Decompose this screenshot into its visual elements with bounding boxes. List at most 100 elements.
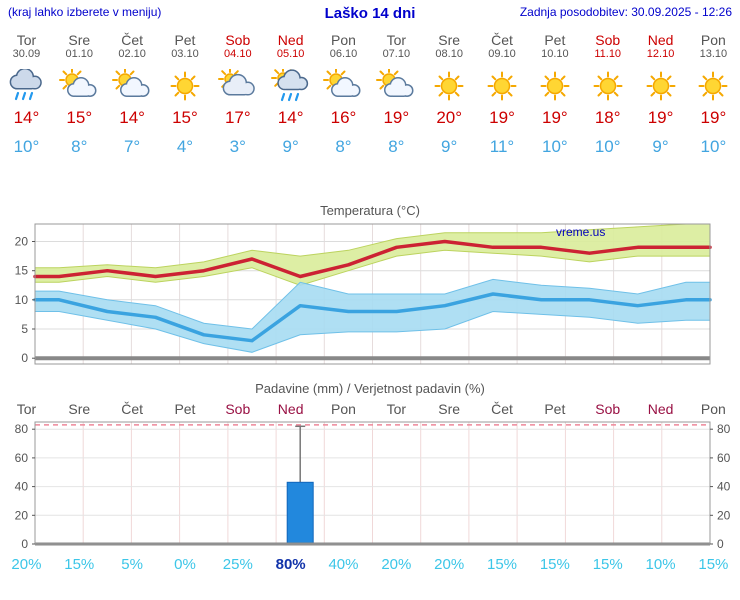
precip-day-label: Sob: [595, 401, 621, 417]
svg-text:60: 60: [15, 451, 29, 465]
day-name-label: Ned: [277, 32, 304, 48]
precip-day-label: Pon: [700, 401, 726, 417]
tmax-label: 15°: [172, 108, 198, 127]
partly-icon: [59, 69, 99, 103]
day-date-label: 10.10: [541, 48, 569, 60]
svg-text:60: 60: [717, 451, 731, 465]
day-name-label: Pon: [331, 32, 356, 48]
tmax-label: 14°: [277, 108, 304, 127]
precip-day-label: Čet: [491, 401, 513, 417]
tmax-label: 19°: [383, 108, 410, 127]
tmin-label: 10°: [13, 137, 40, 156]
watermark: vreme.us: [556, 225, 605, 239]
temperature-chart: 0 5 10 15 20 vreme.us: [15, 223, 712, 365]
day-name-label: Tor: [386, 32, 407, 48]
day-column[interactable]: Pet 10.10 19° 10°: [528, 32, 581, 158]
day-name-label: Čet: [491, 32, 513, 48]
day-column[interactable]: Pet 03.10 15° 4°: [159, 32, 212, 158]
precip-day-label: Sob: [225, 401, 251, 417]
day-date-label: 12.10: [646, 48, 675, 60]
rain-icon: [6, 69, 46, 103]
svg-text:20: 20: [717, 508, 731, 522]
day-name-label: Sob: [595, 32, 621, 48]
cloudy-icon: [217, 69, 258, 103]
tmin-label: 10°: [700, 137, 727, 156]
sun-icon: [535, 69, 575, 103]
svg-text:40: 40: [15, 480, 29, 494]
day-column[interactable]: Sre 01.10 15° 8°: [53, 32, 106, 158]
last-update-label: Zadnja posodobitev: 30.09.2025 - 12:26: [519, 5, 732, 19]
tmin-label: 10°: [594, 137, 621, 156]
sun-icon: [693, 69, 733, 103]
day-column[interactable]: Tor 30.09 14° 10°: [0, 32, 53, 158]
sun-icon: [588, 69, 628, 103]
day-name-label: Sre: [438, 32, 461, 48]
svg-text:20: 20: [15, 235, 29, 249]
tmin-label: 8°: [335, 137, 352, 156]
precip-prob-label: 40%: [328, 556, 359, 573]
tmax-label: 20°: [436, 108, 463, 127]
precip-prob-label: 0%: [174, 556, 196, 573]
precip-prob-label: 25%: [222, 556, 253, 573]
tmax-label: 16°: [330, 108, 357, 127]
precip-prob-label: 10%: [645, 556, 676, 573]
precip-prob-label: 20%: [381, 556, 412, 573]
precip-day-label: Sre: [68, 401, 91, 417]
precip-prob-label: 15%: [539, 556, 570, 573]
tmin-label: 3°: [229, 137, 246, 156]
day-name-label: Pet: [174, 32, 196, 48]
tmax-label: 19°: [542, 108, 568, 127]
tmin-label: 10°: [542, 137, 568, 156]
day-name-label: Čet: [121, 32, 143, 48]
day-column[interactable]: Sob 04.10 17° 3°: [211, 32, 264, 158]
sun-icon: [429, 69, 469, 103]
partly-icon: [112, 69, 152, 103]
day-name-label: Sob: [225, 32, 251, 48]
precip-probability-row: 20% 15% 5% 0% 25% 80% 40% 20% 20% 15% 15% 15% 10% 15%: [0, 555, 740, 575]
day-column[interactable]: Pon 13.10 19° 10°: [687, 32, 740, 158]
precip-bar: [286, 481, 314, 545]
forecast-strip: Tor 30.09 14° 10° Sre 01.10 15° 8° Čet 02.10 14° 7°…: [0, 32, 740, 158]
day-date-label: 03.10: [171, 48, 199, 60]
precip-prob-label: 5%: [121, 556, 143, 573]
page-title: Laško 14 dni: [324, 5, 416, 22]
day-column[interactable]: Sob 11.10 18° 10°: [581, 32, 634, 158]
day-name-label: Pon: [700, 32, 726, 48]
day-column[interactable]: Čet 02.10 14° 7°: [106, 32, 159, 158]
temperature-chart-title: Temperatura (°C): [320, 203, 420, 218]
svg-text:80: 80: [15, 422, 29, 436]
precip-day-label: Ned: [647, 401, 674, 417]
day-date-label: 07.10: [382, 48, 411, 60]
day-date-label: 01.10: [65, 48, 94, 60]
day-date-label: 30.09: [12, 48, 41, 60]
tmax-label: 14°: [13, 108, 40, 127]
precip-day-label-row: Tor Sre Čet Pet Sob Ned Pon Tor Sre Čet Pet Sob Ned P…: [0, 400, 740, 418]
tmin-label: 9°: [282, 137, 299, 156]
day-column[interactable]: Sre 08.10 20° 9°: [423, 32, 476, 158]
day-date-label: 08.10: [435, 48, 463, 60]
sun-icon: [641, 69, 681, 103]
precip-prob-label: 20%: [434, 556, 465, 573]
day-column[interactable]: Pon 06.10 16° 8°: [317, 32, 370, 158]
precip-prob-label: 15%: [698, 556, 729, 573]
day-column[interactable]: Čet 09.10 19° 11°: [476, 32, 529, 158]
tmin-label: 8°: [388, 137, 405, 156]
tmax-label: 18°: [594, 108, 621, 127]
svg-text:0: 0: [717, 537, 724, 551]
svg-text:20: 20: [15, 508, 29, 522]
precip-day-label: Tor: [16, 401, 37, 417]
precip-day-label: Pet: [544, 401, 566, 417]
partly-icon: [323, 69, 363, 103]
day-column[interactable]: Ned 12.10 19° 9°: [634, 32, 687, 158]
day-column[interactable]: Ned 05.10 14° 9°: [264, 32, 317, 158]
day-date-label: 11.10: [594, 48, 622, 60]
day-column[interactable]: Tor 07.10 19° 8°: [370, 32, 423, 158]
svg-text:40: 40: [717, 480, 731, 494]
svg-text:5: 5: [21, 322, 28, 336]
temperature-chart-block: Temperatura (°C) 0 5 10 15 20 vreme.us: [0, 202, 740, 370]
precipitation-chart: 0 0 20 20 40 40 60 60 80 80: [15, 421, 731, 551]
precip-prob-label: 20%: [11, 556, 42, 573]
svg-text:10: 10: [15, 293, 29, 307]
day-date-label: 09.10: [488, 48, 516, 60]
tmin-label: 7°: [123, 137, 141, 156]
